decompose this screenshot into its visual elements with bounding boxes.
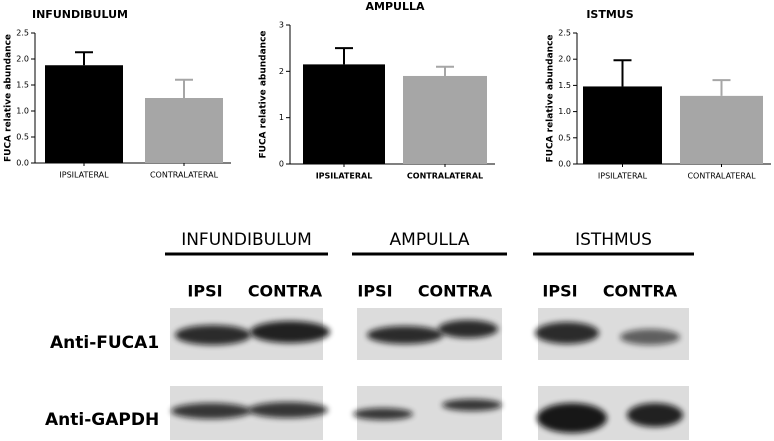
blot-band: [248, 402, 328, 418]
y-axis-label: FUCA relative abundance: [259, 30, 269, 158]
y-tick-label: 0.5: [558, 133, 571, 142]
lane-label: IPSI: [542, 282, 577, 301]
blot-band: [250, 321, 330, 343]
blot-band: [353, 408, 413, 420]
y-tick-label: 0.0: [16, 159, 29, 168]
blot-band: [620, 329, 680, 345]
bar: [45, 65, 123, 163]
lane-label: CONTRA: [248, 282, 323, 301]
region-label: ISTHMUS: [575, 230, 652, 250]
y-tick-label: 2.5: [16, 29, 29, 38]
y-tick-label: 1.0: [558, 107, 571, 116]
chart-title: INFUNDIBULUM: [32, 8, 128, 21]
y-tick-label: 1.5: [16, 81, 29, 90]
region-label: AMPULLA: [390, 230, 470, 250]
lane-label: CONTRA: [603, 282, 678, 301]
y-axis-label: FUCA relative abundance: [546, 34, 556, 162]
blot-band: [175, 325, 251, 345]
y-tick-label: 1.5: [558, 81, 571, 90]
x-tick-label: IPSILATERAL: [316, 172, 373, 181]
antibody-label: Anti-GAPDH: [45, 410, 159, 430]
bar: [145, 98, 223, 163]
bar: [403, 75, 487, 164]
x-tick-label: IPSILATERAL: [59, 171, 109, 180]
y-tick-label: 2.5: [558, 29, 571, 38]
blot-band: [171, 403, 251, 419]
bar: [583, 86, 662, 164]
y-tick-label: 2: [279, 67, 284, 76]
y-tick-label: 2.0: [16, 55, 29, 64]
y-tick-label: 1.0: [16, 107, 29, 116]
y-tick-label: 0.5: [16, 133, 29, 142]
bar: [303, 64, 385, 164]
chart-title: AMPULLA: [366, 0, 425, 13]
antibody-label: Anti-FUCA1: [50, 333, 159, 353]
y-tick-label: 1: [279, 113, 284, 122]
region-label: INFUNDIBULUM: [181, 230, 312, 250]
bar: [680, 95, 763, 164]
y-tick-label: 3: [279, 21, 284, 30]
x-tick-label: IPSILATERAL: [598, 172, 648, 181]
blot-band: [367, 326, 443, 344]
blot-band: [438, 320, 498, 338]
blot-band: [537, 403, 607, 433]
lane-label: IPSI: [187, 282, 222, 301]
x-tick-label: CONTRALATERAL: [150, 171, 219, 180]
lane-label: CONTRA: [418, 282, 493, 301]
y-axis-label: FUCA relative abundance: [4, 34, 14, 162]
blot-band: [535, 322, 599, 344]
y-tick-label: 2.0: [558, 55, 571, 64]
y-tick-label: 0: [279, 160, 284, 169]
x-tick-label: CONTRALATERAL: [687, 172, 756, 181]
x-tick-label: CONTRALATERAL: [407, 172, 483, 181]
blot-band: [627, 403, 683, 427]
y-tick-label: 0.0: [558, 160, 571, 169]
chart-title: ISTMUS: [586, 8, 633, 21]
lane-label: IPSI: [357, 282, 392, 301]
blot-band: [442, 399, 502, 411]
